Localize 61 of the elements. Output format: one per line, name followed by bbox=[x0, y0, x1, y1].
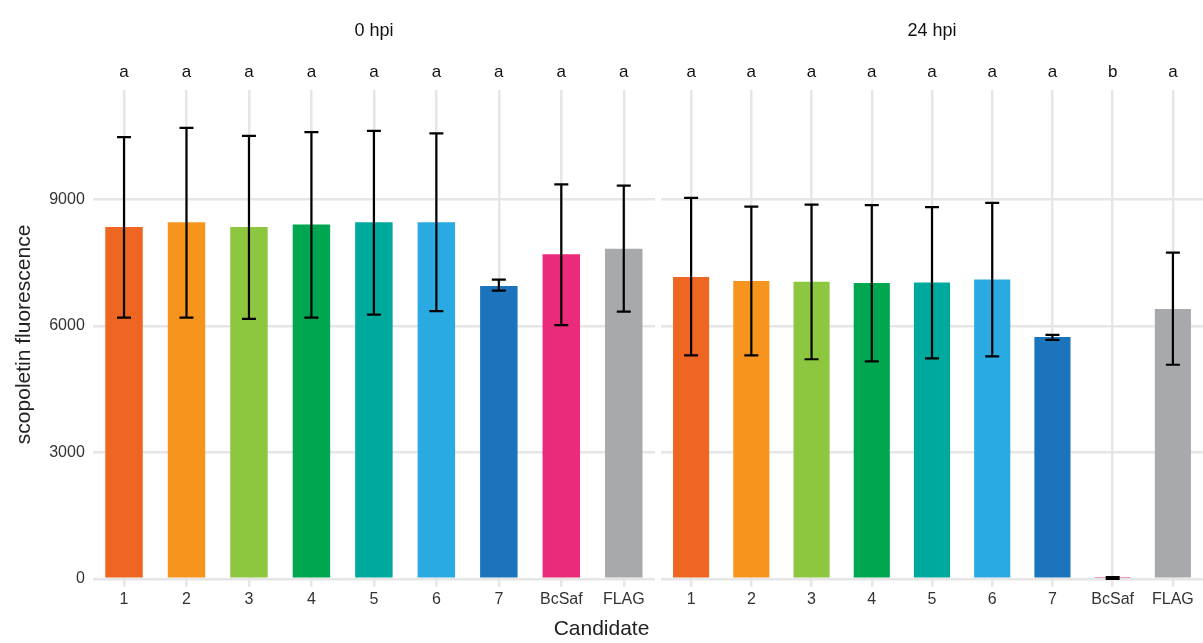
text: a bbox=[746, 61, 757, 81]
text: a bbox=[494, 61, 505, 81]
bar bbox=[355, 222, 393, 578]
bar bbox=[974, 279, 1011, 578]
x-tick-label: 5 bbox=[927, 589, 937, 607]
y-tick-label: 0 bbox=[75, 569, 85, 587]
text: a bbox=[306, 61, 317, 81]
x-tick-label: 7 bbox=[1047, 589, 1057, 607]
text: a bbox=[369, 61, 380, 81]
text: a bbox=[244, 61, 255, 81]
bar bbox=[733, 280, 770, 578]
text: a bbox=[556, 61, 567, 81]
bar bbox=[1034, 336, 1071, 578]
text: b bbox=[1107, 61, 1118, 81]
bar bbox=[673, 277, 710, 578]
y-tick-label: 9000 bbox=[49, 189, 85, 207]
bar bbox=[605, 248, 643, 578]
text: a bbox=[927, 61, 938, 81]
text: a bbox=[867, 61, 878, 81]
bar bbox=[167, 222, 206, 578]
text: a bbox=[181, 61, 192, 81]
bar bbox=[913, 282, 951, 578]
bar bbox=[1154, 309, 1191, 578]
x-tick-label: FLAG bbox=[602, 589, 645, 607]
text: a bbox=[806, 61, 817, 81]
x-tick-label: 1 bbox=[119, 589, 129, 607]
text: a bbox=[431, 61, 442, 81]
x-tick-label: 5 bbox=[369, 589, 379, 607]
bar bbox=[105, 226, 143, 578]
x-tick-label: BcSaf bbox=[539, 589, 584, 607]
text: a bbox=[619, 61, 630, 81]
text: a bbox=[686, 61, 697, 81]
chart-title: 0 hpi bbox=[354, 19, 394, 40]
x-tick-label: 3 bbox=[807, 589, 817, 607]
bar bbox=[417, 222, 456, 578]
bar bbox=[793, 281, 830, 578]
x-tick-label: 6 bbox=[431, 589, 441, 607]
x-tick-label: FLAG bbox=[1151, 589, 1194, 607]
x-tick-label: 1 bbox=[686, 589, 696, 607]
bar bbox=[542, 254, 581, 578]
bar bbox=[230, 226, 268, 578]
x-tick-label: 4 bbox=[306, 589, 316, 607]
bar bbox=[480, 285, 518, 578]
x-tick-label: BcSaf bbox=[1091, 589, 1135, 607]
text: a bbox=[1047, 61, 1058, 81]
chart-title: 24 hpi bbox=[907, 19, 957, 40]
y-axis-title: scopoletin fluorescence bbox=[11, 224, 35, 445]
x-tick-label: 6 bbox=[987, 589, 997, 607]
x-axis-title: Candidate bbox=[552, 616, 651, 640]
x-tick-label: 2 bbox=[182, 589, 192, 607]
bar bbox=[292, 224, 331, 578]
x-tick-label: 4 bbox=[867, 589, 877, 607]
y-tick-label: 3000 bbox=[49, 442, 85, 460]
x-tick-label: 3 bbox=[244, 589, 254, 607]
y-tick-label: 6000 bbox=[49, 316, 85, 334]
x-tick-label: 7 bbox=[494, 589, 504, 607]
text: a bbox=[1168, 61, 1179, 81]
text: a bbox=[987, 61, 998, 81]
x-tick-label: 2 bbox=[746, 589, 756, 607]
text: a bbox=[119, 61, 130, 81]
bar bbox=[853, 282, 890, 578]
